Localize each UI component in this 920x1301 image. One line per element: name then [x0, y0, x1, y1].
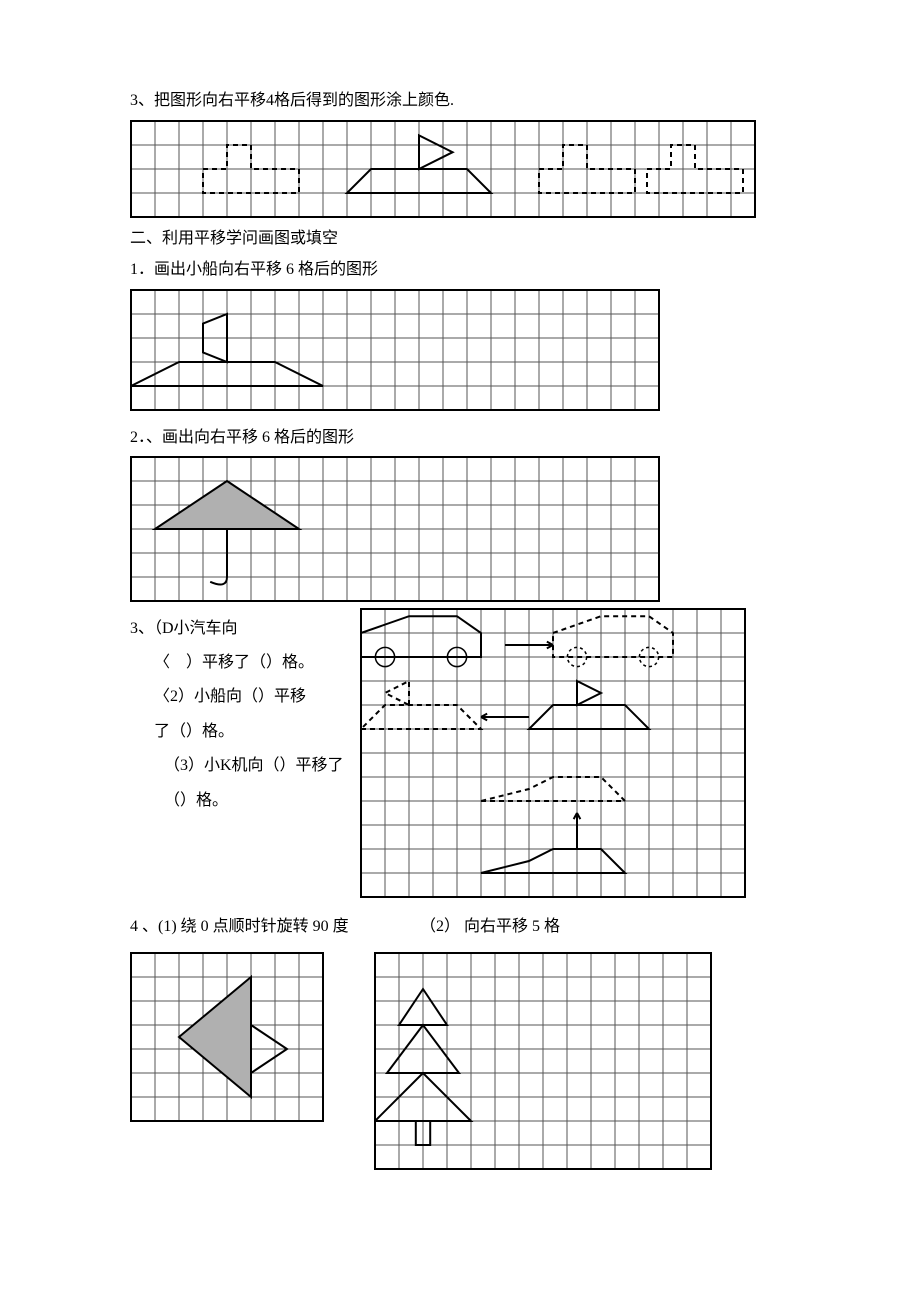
q3v-line6: （）格。 — [164, 786, 360, 816]
sec2-q1: 1．画出小船向右平移 6 格后的图形 — [130, 257, 800, 283]
figure-tree-right-5 — [374, 952, 712, 1170]
sec2-heading: 二、利用平移学问画图或填空 — [130, 226, 800, 252]
figure-umbrella-right-6 — [130, 456, 660, 602]
figure-translate-4 — [130, 120, 756, 218]
q3v-line3: 〈2）小船向（）平移 — [154, 682, 360, 712]
figure-boat-right-6 — [130, 289, 660, 411]
figure-rotate-90 — [130, 952, 324, 1122]
q3-text: 3、把图形向右平移4格后得到的图形涂上颜色. — [130, 88, 800, 114]
q3v-line1: 3、（D小汽车向 — [130, 616, 360, 642]
q3v-line4: 了（）格。 — [154, 717, 360, 747]
q3v-line5: （3）小K机向（）平移了 — [164, 751, 360, 781]
q4-right-label: （2） 向右平移 5 格 — [420, 914, 560, 940]
q3v-line2: 〈 ）平移了（）格。 — [154, 648, 360, 678]
figure-vehicles — [360, 608, 746, 898]
q4-left-label: 4 、(1) 绕 0 点顺时针旋转 90 度 — [130, 914, 420, 940]
sec2-q2: 2．、画出向右平移 6 格后的图形 — [130, 425, 800, 451]
